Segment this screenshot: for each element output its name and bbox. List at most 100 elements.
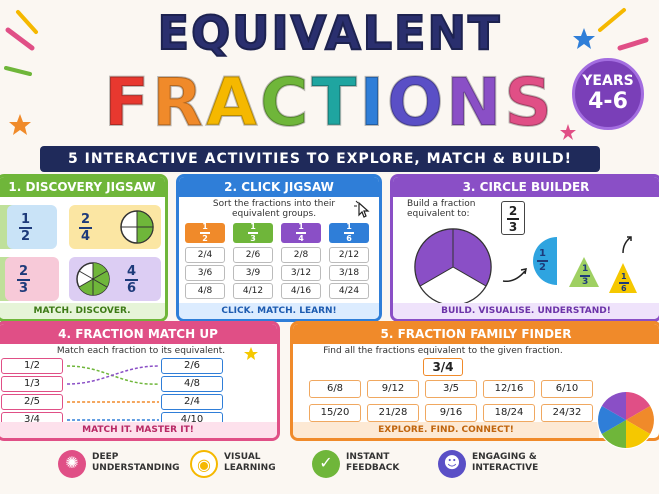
fraction-denominator: 2 [21,229,31,244]
target-fraction-box: 3/4 [423,358,463,376]
panel-footer: BUILD. VISUALISE. UNDERSTAND! [393,303,659,319]
years-label: YEARS [582,73,634,89]
instruction-text: Find all the fractions equivalent to the… [323,346,563,356]
fraction-tile[interactable]: 3/6 [185,265,225,281]
quarters-circle-icon [120,210,154,244]
instruction-text: Match each fraction to its equivalent. [56,346,226,356]
check-icon: ✓ [312,450,340,478]
panel-circle-builder[interactable]: 3. CIRCLE BUILDER Build a fraction equiv… [390,174,659,322]
fraction-denominator: 3 [19,281,29,296]
match-left-item[interactable]: 1/2 [1,358,63,374]
panel-title: 4. FRACTION MATCH UP [0,324,277,344]
title-line-1: EQUIVALENT [157,5,502,61]
fraction-denominator: 6 [127,281,137,296]
fraction-tile[interactable]: 3/12 [281,265,321,281]
fraction-option[interactable]: 24/32 [541,404,593,422]
arrow-icon [622,236,632,254]
fraction-option[interactable]: 15/20 [309,404,361,422]
arrow-icon [502,268,527,283]
panel-footer: CLICK. MATCH. LEARN! [179,303,379,319]
fraction-numerator: 2 [17,264,31,281]
fraction-option[interactable]: 6/8 [309,380,361,398]
match-left-item[interactable]: 1/3 [1,376,63,392]
panel-title: 1. DISCOVERY JIGSAW [0,177,165,197]
color-wheel-icon [597,391,655,449]
fraction-numerator: 1 [19,212,33,229]
panel-fraction-match-up[interactable]: 4. FRACTION MATCH UP Match each fraction… [0,321,280,441]
fraction-denominator: 4 [81,229,91,244]
fraction-option[interactable]: 9/12 [367,380,419,398]
title-line-2: FRACTIONS [0,63,659,142]
fraction-tile[interactable]: 2/4 [185,247,225,263]
match-left-item[interactable]: 2/5 [1,394,63,410]
title-letter: N [445,63,505,142]
title-letter: C [259,63,312,142]
sparkle-line [598,8,626,32]
sparkle-line [617,37,649,51]
panel-title: 2. CLICK JIGSAW [179,177,379,197]
fraction-tile[interactable]: 2/12 [329,247,369,263]
fraction-tile[interactable]: 4/16 [281,283,321,299]
panel-click-jigsaw[interactable]: 2. CLICK JIGSAW Sort the fractions into … [176,174,382,322]
fraction-option[interactable]: 9/16 [425,404,477,422]
sparkle-line [4,66,32,76]
panel-title: 3. CIRCLE BUILDER [393,177,659,197]
instruction-text: Build a fraction equivalent to: [407,199,476,219]
fraction-tile[interactable]: 4/8 [185,283,225,299]
years-badge: YEARS 4-6 [572,58,644,130]
fraction-option[interactable]: 18/24 [483,404,535,422]
panel-discovery-jigsaw[interactable]: 1. DISCOVERY JIGSAW 1 2 2 4 2 3 [0,174,168,322]
sparkle-line [16,10,38,34]
fraction-numerator: 2 [79,212,93,229]
title-letter: F [103,63,153,142]
fraction-numerator: 4 [125,264,139,281]
target-fraction-box: 2 3 [501,201,525,235]
match-right-item[interactable]: 2/4 [161,394,223,410]
title-letter: O [386,63,447,142]
star-icon [244,347,258,360]
fraction-tile[interactable]: 2/6 [233,247,273,263]
match-lines [66,365,160,421]
match-right-item[interactable]: 2/6 [161,358,223,374]
instruction-text: Sort the fractions into their equivalent… [212,199,336,219]
panel-footer: EXPLORE. FIND. CONNECT! [293,422,599,438]
puzzle-piece[interactable]: 4 6 [69,257,161,301]
puzzle-piece[interactable]: 2 4 [69,205,161,249]
puzzle-piece[interactable]: 2 3 [5,257,59,301]
match-right-item[interactable]: 4/8 [161,376,223,392]
fraction-option[interactable]: 3/5 [425,380,477,398]
sixths-circle-icon [76,262,110,296]
sparkle-line [5,27,35,51]
fraction-denominator: 3 [508,220,518,234]
circle-builder-diagram[interactable] [413,227,493,307]
fraction-tile[interactable]: 4/24 [329,283,369,299]
fraction-option[interactable]: 12/16 [483,380,535,398]
star-icon [9,114,31,135]
fraction-tile[interactable]: 4/12 [233,283,273,299]
subtitle-ribbon: 5 INTERACTIVE ACTIVITIES TO EXPLORE, MAT… [40,146,600,172]
title-letter: R [151,63,206,142]
title-letter: T [310,63,360,142]
eye-icon: ◉ [190,450,218,478]
fraction-option[interactable]: 21/28 [367,404,419,422]
fraction-numerator: 2 [506,204,520,220]
fraction-tile[interactable]: 3/9 [233,265,273,281]
fraction-tile[interactable]: 3/18 [329,265,369,281]
years-range: 4-6 [588,89,628,114]
panel-footer: MATCH IT. MASTER IT! [0,422,277,438]
fraction-option[interactable]: 6/10 [541,380,593,398]
fraction-tile[interactable]: 2/8 [281,247,321,263]
title-letter: I [359,63,388,142]
people-icon: ☻ [438,450,466,478]
title-letter: S [503,63,555,142]
star-icon [573,28,595,49]
decoration-sparkles [4,8,649,140]
puzzle-piece[interactable]: 1 2 [7,205,57,249]
panel-title: 5. FRACTION FAMILY FINDER [293,324,659,344]
